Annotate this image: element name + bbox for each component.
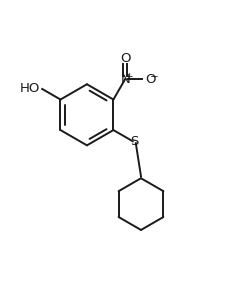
Text: HO: HO xyxy=(20,82,40,96)
Text: −: − xyxy=(150,72,159,82)
Text: N: N xyxy=(120,73,130,86)
Text: +: + xyxy=(125,72,133,81)
Text: O: O xyxy=(120,52,130,65)
Text: S: S xyxy=(130,135,138,148)
Text: O: O xyxy=(146,73,156,86)
